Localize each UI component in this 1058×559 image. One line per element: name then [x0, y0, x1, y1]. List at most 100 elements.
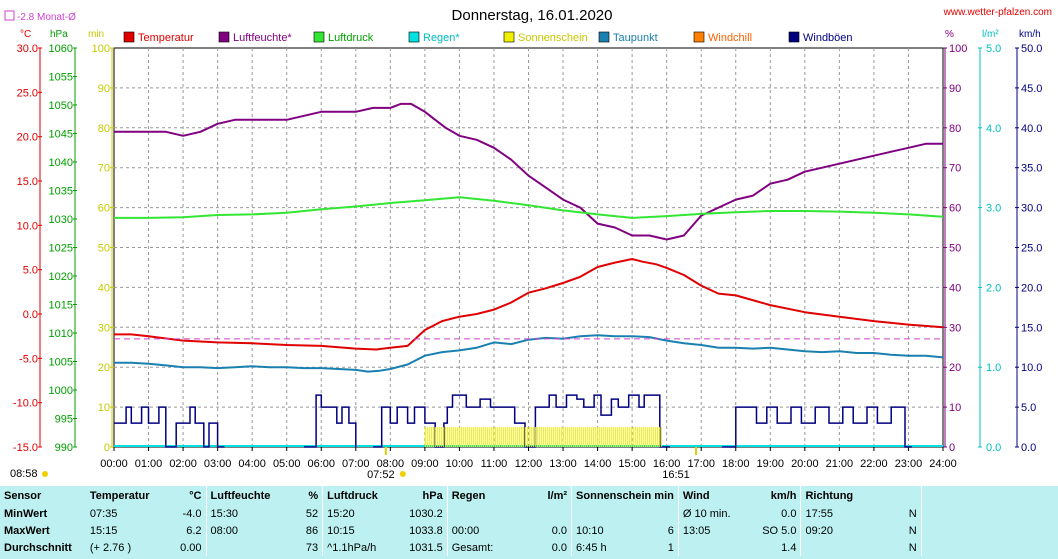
wind-axis-tick-label: 50.0: [1021, 43, 1042, 55]
sunshine-bar: [446, 427, 448, 447]
dir-value: N: [908, 541, 917, 554]
sunshine-bar: [474, 427, 476, 447]
temperature-axis-tick-label: -15.0: [13, 442, 38, 454]
wind-axis-tick-label: 30.0: [1021, 203, 1042, 215]
unit-rain: l/m²: [982, 29, 999, 40]
unit-pressure: hPa: [50, 29, 68, 40]
sunshine-bar: [558, 427, 560, 447]
sun-icon: [42, 471, 48, 477]
sunshine-bar: [640, 427, 642, 447]
pressure-axis-tick-label: 1020: [49, 271, 73, 283]
legend-label: Regen*: [423, 32, 460, 44]
header-pressure: Luftdruck: [322, 486, 405, 505]
sunshine-bar: [580, 427, 582, 447]
sunset-label: 16:51: [662, 469, 690, 481]
humidity-axis-tick-label: 30: [949, 322, 961, 334]
sunshine-bar: [638, 427, 640, 447]
sunshine-bar: [432, 427, 434, 447]
sunshine-bar: [550, 427, 552, 447]
sunshine-bar: [428, 427, 430, 447]
sunshine-bar: [464, 427, 466, 447]
sunshine-bar: [584, 427, 586, 447]
humidity-axis-tick-label: 70: [949, 163, 961, 175]
temp-value: -4.0: [182, 507, 202, 520]
rain-axis-tick-label: 5.0: [986, 43, 1001, 55]
legend-swatch: [693, 31, 705, 43]
left-units: °C hPa min: [20, 29, 104, 40]
sunshine-bar: [526, 427, 528, 447]
wind-value: SO 5.0: [762, 524, 797, 537]
sunshine-bar: [660, 427, 662, 447]
legend-swatch: [313, 31, 325, 43]
pressure-axis-tick-label: 1005: [49, 357, 73, 369]
sunshine-bar: [468, 427, 470, 447]
sunshine-bar: [442, 427, 444, 447]
sunshine-bar: [632, 427, 634, 447]
press-time: 15:20: [322, 505, 405, 522]
sunshine-bar: [424, 427, 426, 447]
header-temp-unit: °C: [189, 489, 202, 502]
sun-value: 6: [667, 524, 674, 537]
sunshine-bar: [476, 427, 478, 447]
sunshine-bar: [542, 427, 544, 447]
sunshine-bar: [528, 427, 530, 447]
sunshine-bar: [472, 427, 474, 447]
temperature-axis-tick-label: -5.0: [19, 353, 38, 365]
sunshine-bar: [628, 427, 630, 447]
sunshine-bar: [612, 427, 614, 447]
pressure-axis-tick-label: 1055: [49, 72, 73, 84]
pressure-axis-tick-label: 1010: [49, 328, 73, 340]
humidity-axis-tick-label: 60: [949, 203, 961, 215]
rain-axis-tick-label: 1.0: [986, 362, 1001, 374]
press-value: 1033.8: [409, 524, 443, 537]
x-tick-label: 14:00: [584, 458, 612, 470]
sunshine-bar: [652, 427, 654, 447]
sunshine-bar: [598, 427, 600, 447]
sunshine-axis-tick-label: 40: [98, 282, 110, 294]
month-average-legend-box: [4, 10, 15, 21]
sunshine-bar: [534, 427, 536, 447]
month-average-indicator: -2.8 Monat-Ø: [4, 10, 76, 23]
sunshine-bar: [600, 427, 602, 447]
unit-wind: km/h: [1019, 29, 1041, 40]
sunshine-bar: [494, 427, 496, 447]
chart-axes: 30.0 25.0 20.0 15.0 10.0 5.0 0.0 -5.0 -10.0 -15.0…: [13, 43, 1043, 454]
header-hum-unit: %: [308, 489, 319, 502]
temperature-axis-tick-label: 25.0: [17, 87, 38, 99]
dir-time: 09:20: [800, 522, 884, 539]
sunshine-bar: [560, 427, 562, 447]
pressure-axis-tick-label: 1035: [49, 186, 73, 198]
pressure-axis-tick-label: 1040: [49, 157, 73, 169]
source-link[interactable]: www.wetter-pfalzen.com: [943, 7, 1052, 18]
hum-value: 73: [305, 541, 319, 554]
sunshine-bar: [458, 427, 460, 447]
dir-time: 17:55: [800, 505, 884, 522]
header-wind: Wind: [677, 486, 751, 505]
sunshine-bar: [538, 427, 540, 447]
sunshine-bar: [644, 427, 646, 447]
legend-swatch: [503, 31, 515, 43]
x-tick-label: 10:00: [446, 458, 474, 470]
dir-value: N: [908, 507, 917, 520]
header-blank: [920, 486, 1058, 505]
sunshine-bar: [616, 427, 618, 447]
statistics-table: Sensor Temperatur °C Luftfeuchte % Luftd…: [0, 486, 1058, 556]
sunshine-bar: [462, 427, 464, 447]
sunshine-bar: [450, 427, 452, 447]
sunshine-bar: [556, 427, 558, 447]
press-value: 1031.5: [409, 541, 443, 554]
rain-time: Gesamt:: [446, 539, 526, 556]
sunshine-axis-tick-label: 10: [98, 402, 110, 414]
sunshine-axis-tick-label: 90: [98, 83, 110, 95]
sun-time: 6:45 h: [571, 539, 650, 556]
unit-humidity: %: [945, 29, 954, 40]
sunshine-bar: [454, 427, 456, 447]
sunshine-bar: [524, 427, 526, 447]
wind-axis-tick-label: 5.0: [1021, 402, 1036, 414]
sunshine-bar: [606, 427, 608, 447]
sunshine-axis-tick-label: 50: [98, 243, 110, 255]
rain-axis-tick-label: 4.0: [986, 123, 1001, 135]
sunshine-bar: [490, 427, 492, 447]
chart-x-axis: 00:00 01:00 02:00 03:00 04:00 05:00 06:00 07:00…: [100, 447, 957, 481]
rain-axis-tick-label: 2.0: [986, 282, 1001, 294]
